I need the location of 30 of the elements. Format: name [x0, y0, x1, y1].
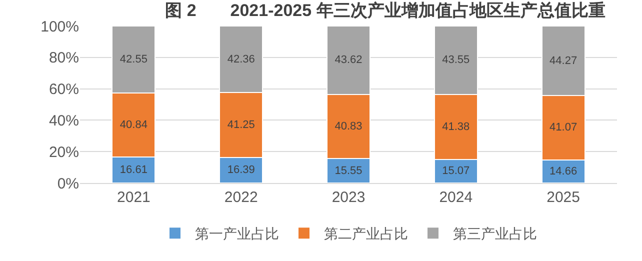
- x-tick-label: 2022: [224, 189, 258, 206]
- data-label: 16.39: [227, 164, 255, 176]
- y-tick-label: 80%: [48, 50, 79, 67]
- y-tick-label: 0%: [57, 175, 79, 192]
- data-label: 40.83: [334, 120, 362, 133]
- x-tick-label: 2021: [117, 189, 150, 206]
- data-label: 16.61: [120, 164, 148, 176]
- data-label: 44.27: [550, 54, 578, 67]
- data-label: 41.25: [227, 118, 255, 131]
- data-label: 42.55: [120, 53, 148, 66]
- data-label: 42.36: [227, 53, 255, 66]
- data-label: 43.62: [334, 54, 362, 66]
- x-tick-label: 2024: [439, 189, 473, 206]
- data-label: 41.07: [550, 122, 578, 134]
- x-tick-label: 2025: [546, 189, 580, 206]
- data-label: 41.38: [442, 120, 470, 133]
- x-tick-label: 2023: [332, 189, 366, 206]
- legend-label: 第一产业占比: [195, 226, 279, 242]
- legend-label: 第二产业占比: [324, 226, 408, 242]
- y-tick-label: 60%: [48, 81, 79, 98]
- data-label: 43.55: [442, 54, 470, 66]
- data-label: 40.84: [120, 118, 148, 131]
- y-tick-label: 40%: [48, 112, 79, 130]
- chart-title: 图 2 2021-2025 年三次产业增加值占地区生产总值比重: [165, 0, 606, 20]
- data-label: 15.55: [334, 164, 362, 177]
- data-label: 14.66: [550, 165, 578, 178]
- y-tick-label: 20%: [48, 144, 79, 161]
- y-tick-label: 100%: [40, 18, 79, 36]
- legend-label: 第三产业占比: [453, 226, 537, 242]
- data-label: 15.07: [442, 165, 470, 178]
